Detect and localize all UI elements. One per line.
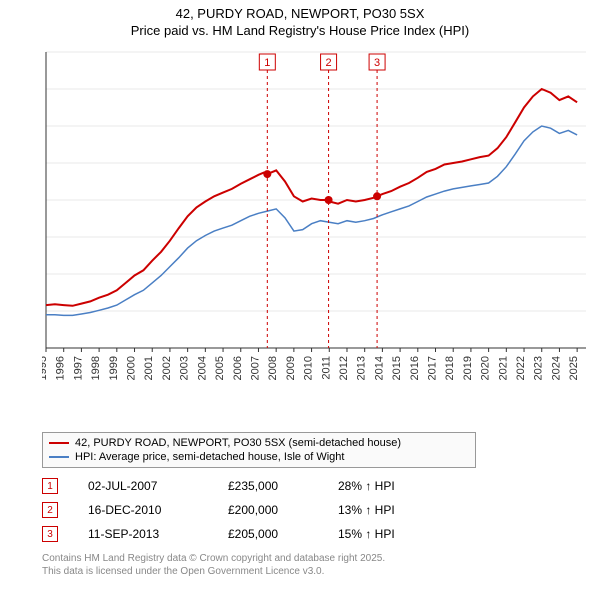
svg-text:2000: 2000 <box>126 356 138 380</box>
transactions-table: 1 02-JUL-2007 £235,000 28% ↑ HPI 2 16-DE… <box>42 474 448 546</box>
legend-swatch-property <box>49 442 69 444</box>
table-row: 1 02-JUL-2007 £235,000 28% ↑ HPI <box>42 474 448 498</box>
svg-text:2024: 2024 <box>550 356 562 380</box>
svg-text:2001: 2001 <box>143 356 155 380</box>
svg-text:1: 1 <box>264 57 270 69</box>
svg-text:2009: 2009 <box>285 356 297 380</box>
table-row: 3 11-SEP-2013 £205,000 15% ↑ HPI <box>42 522 448 546</box>
svg-text:2006: 2006 <box>232 356 244 380</box>
svg-text:2023: 2023 <box>533 356 545 380</box>
svg-text:2008: 2008 <box>267 356 279 380</box>
svg-text:2015: 2015 <box>391 356 403 380</box>
svg-text:2013: 2013 <box>356 356 368 380</box>
svg-text:2005: 2005 <box>214 356 226 380</box>
tx-delta: 28% ↑ HPI <box>338 479 448 493</box>
marker-icon: 3 <box>42 526 58 542</box>
tx-delta: 15% ↑ HPI <box>338 527 448 541</box>
svg-text:2016: 2016 <box>409 356 421 380</box>
tx-price: £205,000 <box>228 527 338 541</box>
chart-container: 42, PURDY ROAD, NEWPORT, PO30 5SX Price … <box>0 0 600 590</box>
svg-text:2004: 2004 <box>196 356 208 380</box>
chart-plot-area: £0£50K£100K£150K£200K£250K£300K£350K£400… <box>42 48 590 378</box>
tx-date: 02-JUL-2007 <box>88 479 228 493</box>
tx-price: £200,000 <box>228 503 338 517</box>
svg-text:1997: 1997 <box>72 356 84 380</box>
svg-text:2025: 2025 <box>568 356 580 380</box>
svg-text:2010: 2010 <box>303 356 315 380</box>
legend-swatch-hpi <box>49 456 69 458</box>
attribution-line-1: Contains HM Land Registry data © Crown c… <box>42 552 385 565</box>
legend-row-hpi: HPI: Average price, semi-detached house,… <box>49 450 469 464</box>
svg-text:2014: 2014 <box>373 356 385 380</box>
legend: 42, PURDY ROAD, NEWPORT, PO30 5SX (semi-… <box>42 432 476 468</box>
svg-text:2020: 2020 <box>480 356 492 380</box>
svg-text:2003: 2003 <box>179 356 191 380</box>
title-line-2: Price paid vs. HM Land Registry's House … <box>0 23 600 40</box>
svg-text:2021: 2021 <box>497 356 509 380</box>
svg-text:1999: 1999 <box>108 356 120 380</box>
svg-text:2002: 2002 <box>161 356 173 380</box>
tx-delta: 13% ↑ HPI <box>338 503 448 517</box>
tx-date: 11-SEP-2013 <box>88 527 228 541</box>
marker-icon: 2 <box>42 502 58 518</box>
svg-text:2018: 2018 <box>444 356 456 380</box>
svg-text:1998: 1998 <box>90 356 102 380</box>
svg-text:2007: 2007 <box>249 356 261 380</box>
svg-text:1995: 1995 <box>42 356 49 380</box>
svg-text:2022: 2022 <box>515 356 527 380</box>
svg-text:1996: 1996 <box>55 356 67 380</box>
svg-text:2017: 2017 <box>427 356 439 380</box>
svg-text:2: 2 <box>326 57 332 69</box>
svg-text:2019: 2019 <box>462 356 474 380</box>
title-line-1: 42, PURDY ROAD, NEWPORT, PO30 5SX <box>0 6 600 23</box>
tx-date: 16-DEC-2010 <box>88 503 228 517</box>
legend-row-property: 42, PURDY ROAD, NEWPORT, PO30 5SX (semi-… <box>49 436 469 450</box>
chart-svg: £0£50K£100K£150K£200K£250K£300K£350K£400… <box>42 48 590 428</box>
legend-label-property: 42, PURDY ROAD, NEWPORT, PO30 5SX (semi-… <box>75 437 401 449</box>
marker-icon: 1 <box>42 478 58 494</box>
table-row: 2 16-DEC-2010 £200,000 13% ↑ HPI <box>42 498 448 522</box>
tx-price: £235,000 <box>228 479 338 493</box>
svg-text:2011: 2011 <box>320 356 332 380</box>
svg-text:2012: 2012 <box>338 356 350 380</box>
svg-text:3: 3 <box>374 57 380 69</box>
attribution-line-2: This data is licensed under the Open Gov… <box>42 565 385 578</box>
chart-title: 42, PURDY ROAD, NEWPORT, PO30 5SX Price … <box>0 0 600 40</box>
attribution: Contains HM Land Registry data © Crown c… <box>42 552 385 578</box>
legend-label-hpi: HPI: Average price, semi-detached house,… <box>75 451 344 463</box>
